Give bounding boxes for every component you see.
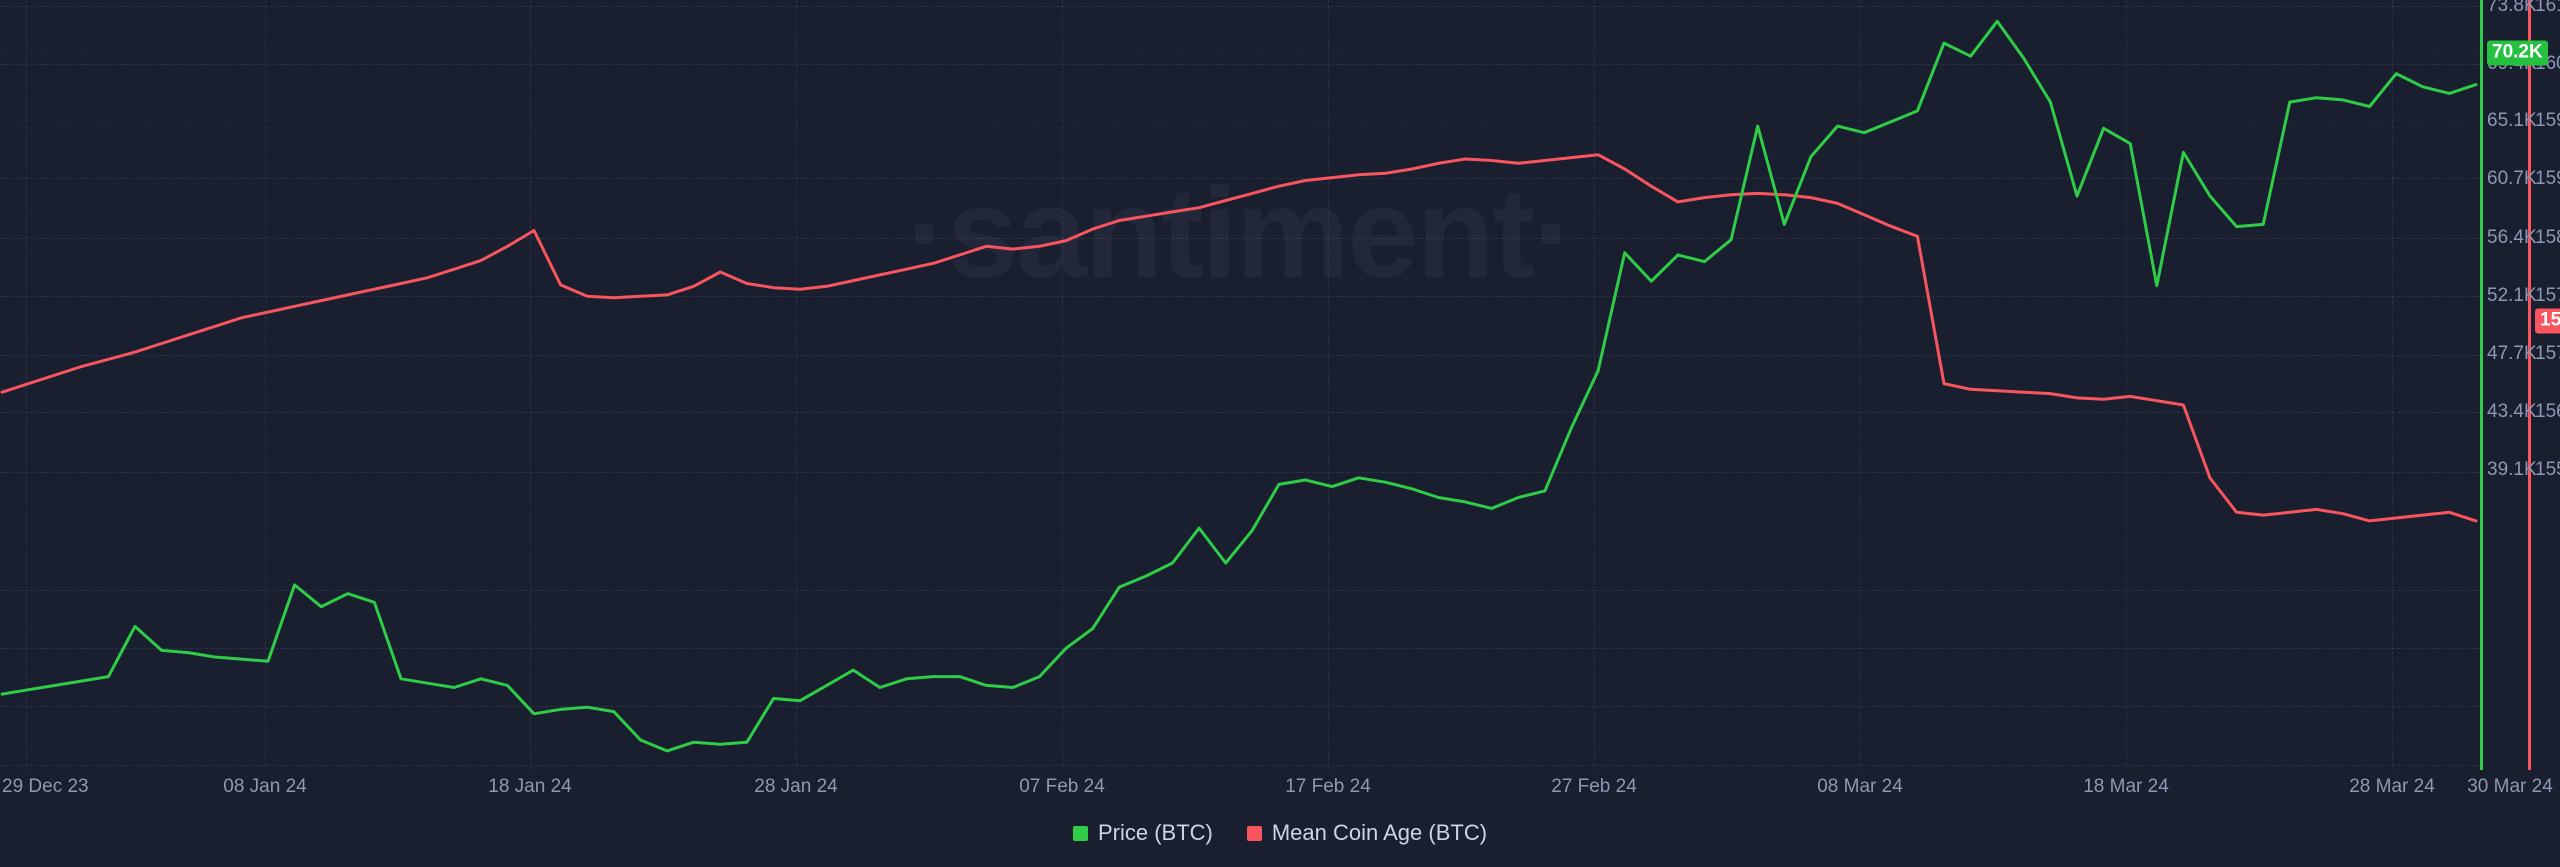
mean-coin-age-axis-tick: 1564 [2535, 401, 2560, 422]
square-swatch-icon [1072, 825, 1088, 841]
price-axis-tick: 60.7K [2487, 168, 2537, 189]
price-axis-tick: 52.1K [2487, 285, 2537, 306]
series-lines [0, 19, 2478, 753]
x-axis-tick: 08 Jan 24 [223, 776, 307, 797]
mean-coin-age-axis-tick: 1597 [2535, 110, 2560, 131]
legend-item-mean-coin-age[interactable]: Mean Coin Age (BTC) [1246, 820, 1488, 846]
square-swatch-icon [1246, 825, 1262, 841]
x-axis-tick: 29 Dec 23 [2, 776, 89, 797]
gridline-horizontal [0, 296, 2480, 297]
gridline-vertical [1860, 0, 1861, 770]
x-axis-tick: 18 Mar 24 [2083, 776, 2169, 797]
mean-coin-age-axis-spine [2528, 0, 2531, 770]
x-axis-tick: 27 Feb 24 [1551, 776, 1637, 797]
gridline-vertical [2126, 0, 2127, 770]
x-axis: 29 Dec 23 08 Jan 24 18 Jan 24 28 Jan 24 … [0, 770, 2553, 810]
gridline-horizontal [0, 238, 2480, 239]
price-current-value-badge: 70.2K [2487, 40, 2548, 66]
gridline-vertical [530, 0, 531, 770]
mean-coin-age-axis-tick: 1571 [2535, 343, 2560, 364]
gridline-vertical [1594, 0, 1595, 770]
chart-legend: Price (BTC) Mean Coin Age (BTC) [0, 820, 2560, 846]
gridline-horizontal [0, 120, 2480, 121]
gridline-horizontal [0, 472, 2480, 473]
price-axis-spine [2480, 0, 2483, 770]
mean-coin-age-line [0, 153, 2478, 523]
gridline-horizontal [0, 178, 2480, 179]
gridline-vertical [265, 0, 266, 770]
x-axis-tick: 30 Mar 24 [2467, 776, 2553, 797]
gridline-horizontal [0, 53, 2480, 54]
x-axis-tick: 07 Feb 24 [1019, 776, 1105, 797]
gridline-vertical [2392, 0, 2393, 770]
price-axis-tick: 56.4K [2487, 227, 2537, 248]
gridline-vertical [1062, 0, 1063, 770]
legend-item-price[interactable]: Price (BTC) [1072, 820, 1213, 846]
x-axis-tick: 18 Jan 24 [488, 776, 572, 797]
gridline-vertical [1328, 0, 1329, 770]
legend-label: Price (BTC) [1097, 820, 1213, 845]
gridline-horizontal [0, 355, 2480, 356]
price-axis-tick: 47.7K [2487, 343, 2537, 364]
gridline-horizontal [0, 648, 2480, 649]
gridline-horizontal [0, 412, 2480, 413]
gridline-horizontal [0, 765, 2480, 766]
x-axis-tick: 28 Mar 24 [2349, 776, 2435, 797]
mean-coin-age-axis-tick: 1558 [2535, 459, 2560, 480]
x-axis-tick: 17 Feb 24 [1285, 776, 1371, 797]
price-axis-tick: 73.8K [2487, 0, 2537, 16]
legend-label: Mean Coin Age (BTC) [1271, 820, 1488, 845]
price-axis-tick: 43.4K [2487, 401, 2537, 422]
price-axis-tick: 39.1K [2487, 459, 2537, 480]
mean-coin-age-axis-tick: 1591 [2535, 168, 2560, 189]
mean-coin-age-axis-tick: 1578 [2535, 285, 2560, 306]
price-axis-tick: 65.1K [2487, 110, 2537, 131]
gridline-horizontal [0, 590, 2480, 591]
gridline-horizontal [0, 6, 2480, 7]
gridline-horizontal [0, 64, 2480, 65]
mean-coin-age-axis-tick: 1584 [2535, 227, 2560, 248]
x-axis-tick: 28 Jan 24 [754, 776, 838, 797]
mean-coin-age-axis-tick: 1611 [2535, 0, 2560, 16]
mean-coin-age-current-value-badge: 1575 [2535, 308, 2560, 334]
x-axis-tick: 08 Mar 24 [1817, 776, 1903, 797]
gridline-horizontal [0, 706, 2480, 707]
plot-area: ·santiment· [0, 0, 2480, 770]
price-line [0, 19, 2478, 753]
gridline-vertical [796, 0, 797, 770]
